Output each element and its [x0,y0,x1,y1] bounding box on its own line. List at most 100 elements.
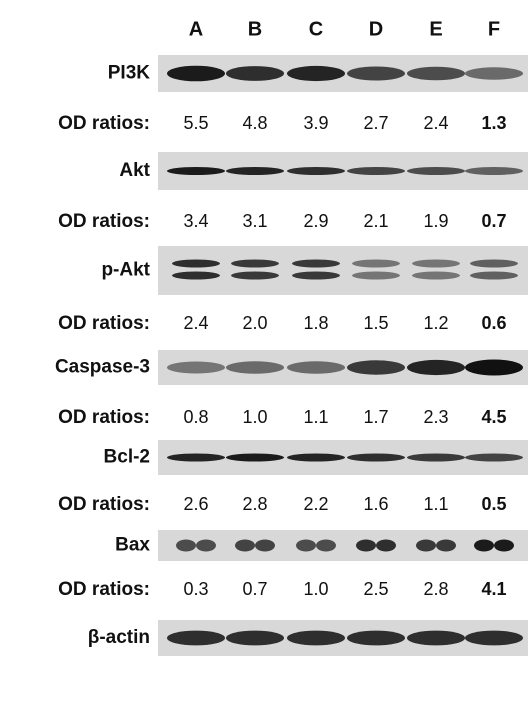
band [287,454,345,462]
band [226,361,284,373]
od-label: OD ratios: [58,113,150,134]
od-value: 1.9 [423,211,448,231]
od-value: 4.1 [481,579,506,599]
lane-label: F [488,18,500,40]
band [474,540,494,552]
od-value: 0.7 [242,579,267,599]
band [287,66,345,81]
lane-label: B [248,18,262,40]
od-label: OD ratios: [58,494,150,515]
band [167,66,225,82]
lane-label: D [369,18,383,40]
band [407,67,465,81]
row-label: Bcl-2 [104,447,150,468]
band [465,454,523,462]
band [231,272,279,280]
od-value: 2.1 [363,211,388,231]
od-value: 3.1 [242,211,267,231]
band [494,540,514,552]
od-value: 2.4 [183,313,208,333]
blot [158,246,528,295]
od-value: 0.5 [481,494,506,514]
band [255,540,275,552]
od-label: OD ratios: [58,313,150,334]
band [287,167,345,175]
od-value: 0.7 [481,211,506,231]
band [465,167,523,175]
row-label: PI3K [108,63,151,84]
od-value: 2.8 [242,494,267,514]
od-value: 2.8 [423,579,448,599]
od-value: 1.0 [242,407,267,427]
od-value: 0.8 [183,407,208,427]
band [167,167,225,175]
band [347,167,405,175]
lane-label: E [429,18,442,40]
od-value: 0.3 [183,579,208,599]
band [226,167,284,175]
band [347,67,405,81]
band [436,540,456,552]
band [465,67,523,79]
band [470,260,518,268]
band [356,540,376,552]
blot [158,530,528,561]
band [231,260,279,268]
od-value: 4.5 [481,407,506,427]
od-value: 0.6 [481,313,506,333]
band [176,540,196,552]
band [226,454,284,462]
band [226,631,284,646]
band [316,540,336,552]
od-value: 3.4 [183,211,208,231]
western-blot-figure: ABCDEFPI3KOD ratios:5.54.83.92.72.41.3Ak… [0,0,528,717]
blot [158,440,528,475]
od-value: 1.2 [423,313,448,333]
row-label: Bax [115,535,150,556]
row-label: Akt [119,160,150,181]
blot [158,620,528,656]
od-value: 1.6 [363,494,388,514]
od-value: 1.3 [481,113,506,133]
band [167,631,225,646]
od-value: 2.6 [183,494,208,514]
band [292,272,340,280]
band [292,260,340,268]
band [167,362,225,374]
blot-background [158,246,528,295]
band [296,540,316,552]
band [226,66,284,81]
od-value: 5.5 [183,113,208,133]
band [412,272,460,280]
od-value: 2.0 [242,313,267,333]
band [416,540,436,552]
od-label: OD ratios: [58,579,150,600]
od-value: 1.5 [363,313,388,333]
od-value: 2.7 [363,113,388,133]
od-value: 2.2 [303,494,328,514]
band [376,540,396,552]
od-value: 1.1 [303,407,328,427]
blot [158,55,528,92]
od-value: 2.4 [423,113,448,133]
band [347,631,405,646]
row-label: p-Akt [101,260,150,281]
band [235,540,255,552]
band [287,631,345,646]
od-value: 2.5 [363,579,388,599]
band [172,272,220,280]
band [172,260,220,268]
row-label: β-actin [88,627,150,648]
od-value: 1.0 [303,579,328,599]
band [167,454,225,462]
band [352,272,400,280]
band [407,167,465,175]
od-label: OD ratios: [58,211,150,232]
row-label: Caspase-3 [55,357,150,378]
band [352,260,400,268]
od-value: 1.1 [423,494,448,514]
od-value: 4.8 [242,113,267,133]
lane-label: C [309,18,323,40]
band [347,360,405,374]
band [196,540,216,552]
